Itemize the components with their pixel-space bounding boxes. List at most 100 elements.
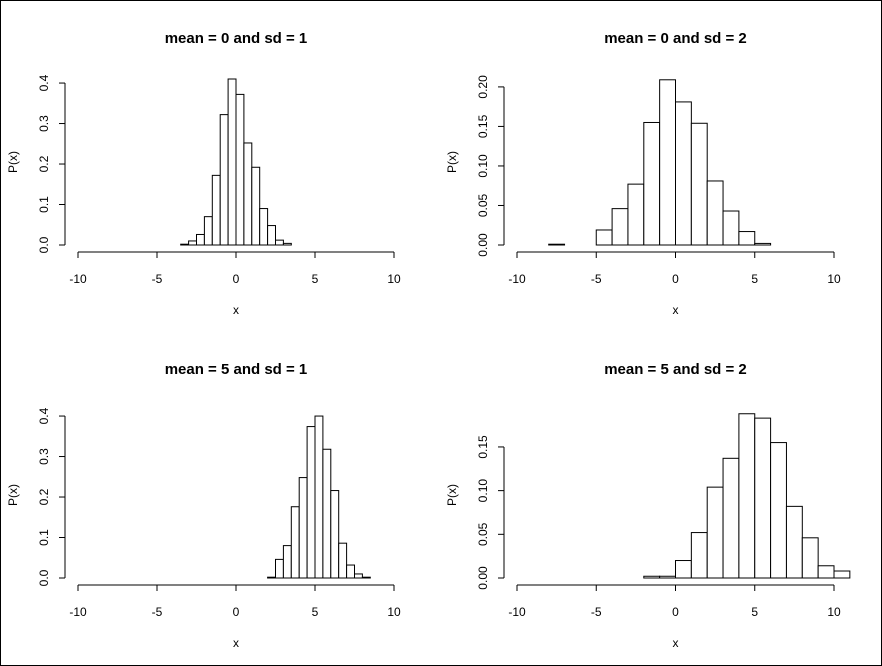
x-tick-label: -10 xyxy=(69,605,87,619)
x-tick-label: 10 xyxy=(387,605,401,619)
x-tick-label: -5 xyxy=(591,605,602,619)
histogram-bar xyxy=(817,565,835,579)
x-tick-label: 5 xyxy=(751,272,758,286)
x-tick-label: -10 xyxy=(508,605,526,619)
histogram-bar xyxy=(643,121,661,246)
x-tick-label: 5 xyxy=(312,272,319,286)
histogram-bar xyxy=(330,490,340,579)
histogram-bar xyxy=(267,225,277,246)
y-tick-label: 0.00 xyxy=(476,566,490,590)
y-tick-label: 0.05 xyxy=(476,193,490,217)
histogram-bar xyxy=(306,426,316,579)
histogram-bar xyxy=(643,575,661,579)
histogram-bar xyxy=(354,573,363,579)
x-tick-label: -10 xyxy=(508,272,526,286)
x-tick-label: 0 xyxy=(672,605,679,619)
histogram-bar xyxy=(188,240,198,246)
histogram-bar xyxy=(219,114,229,246)
y-tick-label: 0.10 xyxy=(476,154,490,178)
histogram-bar xyxy=(282,242,292,246)
histogram-bar xyxy=(275,239,284,246)
x-axis-label: x xyxy=(233,303,239,317)
x-tick-label: 10 xyxy=(827,605,841,619)
y-tick-label: 0.3 xyxy=(37,115,51,132)
histogram-panel: mean = 5 and sd = 2 -10 -5 0 5 10 x 0.00 0.05 0.1… xyxy=(445,361,851,650)
y-tick-label: 0.3 xyxy=(37,448,51,465)
histogram-bar xyxy=(722,457,740,579)
histogram-bar xyxy=(338,542,348,579)
histogram-bar xyxy=(706,486,724,579)
histogram-bar xyxy=(298,477,308,579)
histogram-panel: mean = 5 and sd = 1 -10 -5 0 5 10 x 0.0 0.1 0.2 0.… xyxy=(6,361,401,650)
x-tick-label: 0 xyxy=(672,272,679,286)
y-axis-label: P(x) xyxy=(6,484,20,506)
histogram-bar xyxy=(675,560,692,579)
y-tick-label: 0.2 xyxy=(37,155,51,172)
x-tick-label: 5 xyxy=(751,605,758,619)
histogram-bar xyxy=(227,78,237,246)
histogram-bar xyxy=(675,101,692,246)
y-tick-label: 0.10 xyxy=(476,479,490,503)
histogram-bar xyxy=(801,537,819,579)
y-tick-label: 0.00 xyxy=(476,233,490,257)
x-tick-label: 5 xyxy=(312,605,319,619)
histogram-bar xyxy=(754,242,772,246)
histogram-panel: mean = 0 and sd = 1 -10 -5 0 5 10 x 0.0 0.1 0.2 0.… xyxy=(6,30,401,317)
x-tick-label: 0 xyxy=(233,605,240,619)
histogram-bar xyxy=(690,532,708,579)
y-tick-label: 0.15 xyxy=(476,114,490,138)
histogram-bar xyxy=(785,505,803,579)
x-tick-label: -5 xyxy=(152,605,163,619)
histogram-bar xyxy=(361,576,371,579)
histogram-bar xyxy=(690,122,708,246)
histogram-bar xyxy=(738,231,756,246)
y-tick-label: 0.4 xyxy=(37,74,51,91)
y-tick-label: 0.15 xyxy=(476,435,490,459)
histogram-bar xyxy=(211,174,221,246)
histogram-bar xyxy=(251,166,261,246)
histogram-bar xyxy=(627,183,645,246)
histogram-bar xyxy=(706,180,724,246)
histogram-panel: mean = 0 and sd = 2 -10 -5 0 5 10 x 0.00 0.05 0.1… xyxy=(445,30,841,317)
histogram-bar xyxy=(259,208,269,246)
x-axis-label: x xyxy=(673,636,679,650)
chart-title: mean = 5 and sd = 2 xyxy=(604,361,747,378)
histogram-bar xyxy=(659,575,677,579)
x-tick-label: 0 xyxy=(233,272,240,286)
x-tick-label: -10 xyxy=(69,272,87,286)
y-tick-label: 0.1 xyxy=(37,529,51,546)
chart-title: mean = 0 and sd = 1 xyxy=(165,30,308,47)
histogram-bar xyxy=(770,442,787,579)
x-tick-label: 10 xyxy=(827,272,841,286)
histogram-bar xyxy=(754,417,772,579)
chart-title: mean = 5 and sd = 1 xyxy=(165,361,308,378)
x-axis-label: x xyxy=(673,303,679,317)
y-tick-label: 0.20 xyxy=(476,75,490,99)
histogram-bar xyxy=(722,210,740,246)
y-axis-label: P(x) xyxy=(6,151,20,173)
histogram-bar xyxy=(314,415,324,579)
histogram-bar xyxy=(322,448,332,579)
histogram-bar xyxy=(282,545,292,579)
x-tick-label: 10 xyxy=(387,272,401,286)
y-tick-label: 0.05 xyxy=(476,522,490,546)
histogram-bar xyxy=(235,93,245,246)
histogram-bar xyxy=(267,576,277,579)
histogram-bar xyxy=(180,243,190,246)
histogram-bar xyxy=(595,229,613,246)
histogram-bar xyxy=(611,208,629,246)
y-axis-label: P(x) xyxy=(445,151,459,173)
histogram-bar xyxy=(203,216,213,246)
histogram-bar xyxy=(659,79,677,246)
histogram-bar xyxy=(290,506,300,579)
y-tick-label: 0.4 xyxy=(37,407,51,424)
histogram-bar xyxy=(243,142,253,246)
x-tick-label: -5 xyxy=(591,272,602,286)
x-axis-label: x xyxy=(233,636,239,650)
y-axis-label: P(x) xyxy=(445,484,459,506)
chart-title: mean = 0 and sd = 2 xyxy=(604,30,747,47)
y-tick-label: 0.0 xyxy=(37,236,51,253)
histogram-bar xyxy=(196,233,205,246)
